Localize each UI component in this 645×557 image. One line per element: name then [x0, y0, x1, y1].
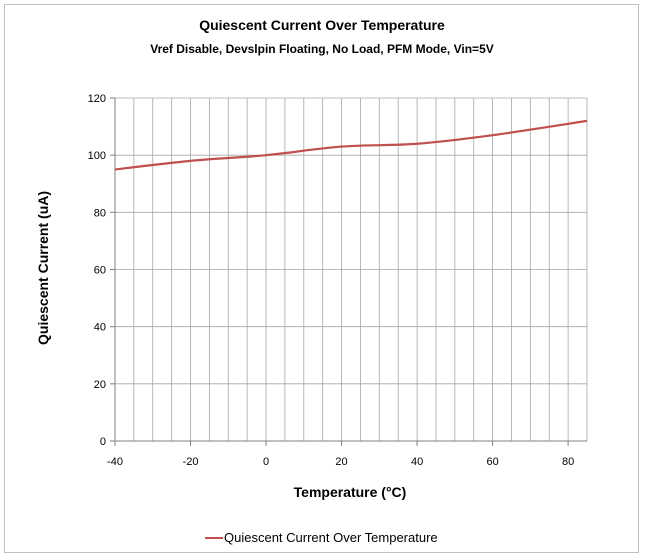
- x-axis-label: Temperature (°C): [294, 484, 407, 500]
- x-tick-label: -40: [107, 456, 123, 468]
- y-tick-label: 0: [100, 436, 106, 448]
- series-lines: [114, 119, 588, 171]
- y-tick-label: 120: [88, 93, 106, 105]
- y-axis-ticks: 0 20 40 60 80 100 120: [88, 93, 115, 448]
- y-tick-label: 80: [94, 207, 106, 219]
- y-axis-label: Quiescent Current (uA): [35, 191, 51, 345]
- legend-label: Quiescent Current Over Temperature: [224, 530, 438, 545]
- x-tick-label: 20: [335, 456, 347, 468]
- y-tick-label: 60: [94, 265, 106, 277]
- chart-frame: [4, 4, 639, 553]
- y-tick-label: 100: [88, 150, 106, 162]
- chart-subtitle: Vref Disable, Devslpin Floating, No Load…: [150, 42, 494, 56]
- x-tick-label: 60: [486, 456, 498, 468]
- x-axis-ticks: -40 -20 0 20 40 60 80: [107, 441, 574, 468]
- legend: Quiescent Current Over Temperature: [205, 530, 438, 545]
- x-tick-label: -20: [183, 456, 199, 468]
- x-tick-label: 40: [411, 456, 423, 468]
- grid-lines: [115, 97, 588, 441]
- chart-title: Quiescent Current Over Temperature: [199, 17, 445, 33]
- x-tick-label: 0: [263, 456, 269, 468]
- y-tick-label: 20: [94, 379, 106, 391]
- y-tick-label: 40: [94, 322, 106, 334]
- x-tick-label: 80: [562, 456, 574, 468]
- series-line-quiescent-current: [114, 119, 588, 171]
